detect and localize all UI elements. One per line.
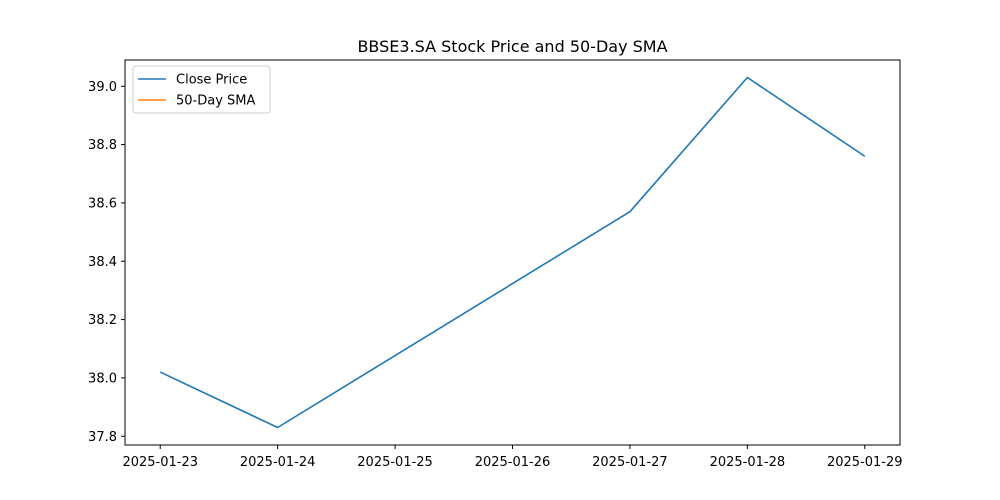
x-tick-label: 2025-01-24 [240,455,316,470]
x-tick-label: 2025-01-25 [357,455,433,470]
legend-label-0: Close Price [176,73,247,88]
legend-label-1: 50-Day SMA [176,94,256,109]
x-tick-label: 2025-01-28 [710,455,786,470]
x-tick-label: 2025-01-26 [475,455,551,470]
legend-box [132,65,271,114]
axes-frame [124,59,901,446]
chart-title: BBSE3.SA Stock Price and 50-Day SMA [357,37,667,56]
plot-area: 2025-01-23 2025-01-24 2025-01-25 2025-01-26… [88,59,903,470]
series-line-0 [159,76,866,429]
y-tick-label: 38.4 [88,255,117,270]
x-tick-label: 2025-01-29 [827,455,903,470]
y-tick-label: 38.6 [88,196,117,211]
y-tick-label: 38.0 [88,371,117,386]
legend: Close Price 50-Day SMA [132,65,271,114]
x-tick-label: 2025-01-27 [592,455,668,470]
y-tick-label: 38.2 [88,313,117,328]
y-tick-label: 39.0 [88,80,117,95]
x-tick-label: 2025-01-23 [122,455,198,470]
y-tick-label: 37.8 [88,430,117,445]
y-tick-label: 38.8 [88,138,117,153]
